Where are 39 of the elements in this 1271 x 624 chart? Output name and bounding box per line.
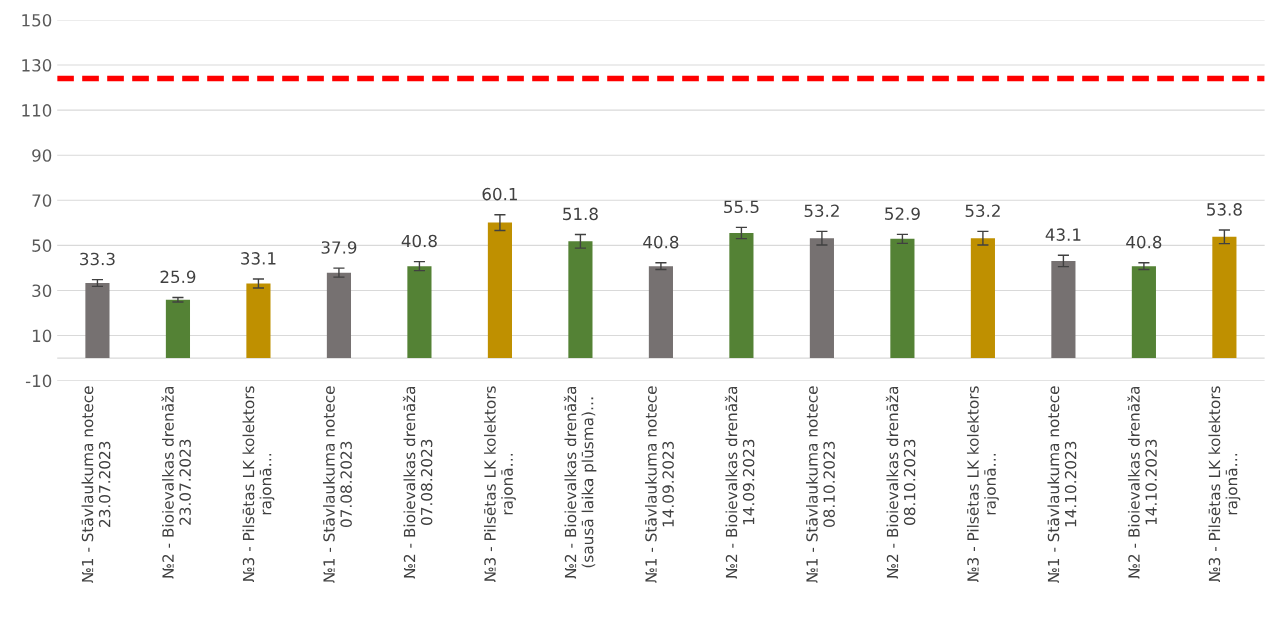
data-label: 53.2 [804,204,839,218]
y-tick-label: -10 [25,374,52,388]
x-tick-label: №1 - Stāvlaukuma notece 07.08.2023 [322,386,352,583]
x-tick-label: №1 - Stāvlaukuma notece 23.07.2023 [81,386,111,583]
x-tick-label: №3 - Pilsētas LK kolektors rajonā… [483,386,516,582]
x-tick-label: №2 - Bioievalkas drenāža 14.10.2023 [1127,386,1157,579]
y-tick-label: 50 [32,239,52,252]
data-label: 52.9 [885,207,920,220]
data-label: 53.8 [1207,203,1242,216]
data-label: 25.9 [160,270,196,284]
data-label: 37.9 [321,241,357,254]
data-label: 40.8 [1126,235,1162,249]
x-tick-label: №1 - Stāvlaukuma notece 14.10.2023 [1047,386,1077,583]
y-tick-label: 150 [22,13,52,27]
data-label: 51.8 [563,207,598,221]
y-tick-label: 130 [22,59,52,72]
y-tick-label: 10 [32,329,52,343]
x-tick-label: №3 - Pilsētas LK kolektors rajonā… [242,386,275,582]
data-label: 53.2 [965,204,1000,218]
x-tick-label: №3 - Pilsētas LK kolektors rajonā… [1208,386,1241,582]
data-label: 43.1 [1045,228,1081,241]
data-label: 40.8 [643,235,679,249]
y-tick-label: 110 [22,104,52,117]
x-tick-label: №3 - Pilsētas LK kolektors rajonā… [966,386,999,582]
x-tick-label: №1 - Stāvlaukuma notece 08.10.2023 [805,386,835,583]
x-tick-label: №1 - Stāvlaukuma notece 14.09.2023 [644,386,674,583]
y-tick-label: 90 [32,149,52,162]
data-label: 55.5 [724,200,759,214]
x-tick-label: №2 - Bioievalkas drenāža 08.10.2023 [885,386,916,579]
x-tick-label: №2 - Bioievalkas drenāža 14.09.2023 [724,386,755,579]
x-tick-label: №2 - Bioievalkas drenāža (sausā laika plūsma)… [563,386,597,579]
data-label: 33.1 [241,252,276,265]
data-label: 40.8 [401,234,437,248]
x-tick-label: №2 - Bioievalkas drenāža 23.07.2023 [161,386,191,579]
y-tick-label: 30 [32,284,52,298]
y-tick-label: 70 [32,194,52,207]
data-label: 33.3 [80,252,115,266]
data-label: 60.1 [482,187,517,201]
x-tick-label: №2 - Bioievalkas drenāža 07.08.2023 [402,386,433,579]
